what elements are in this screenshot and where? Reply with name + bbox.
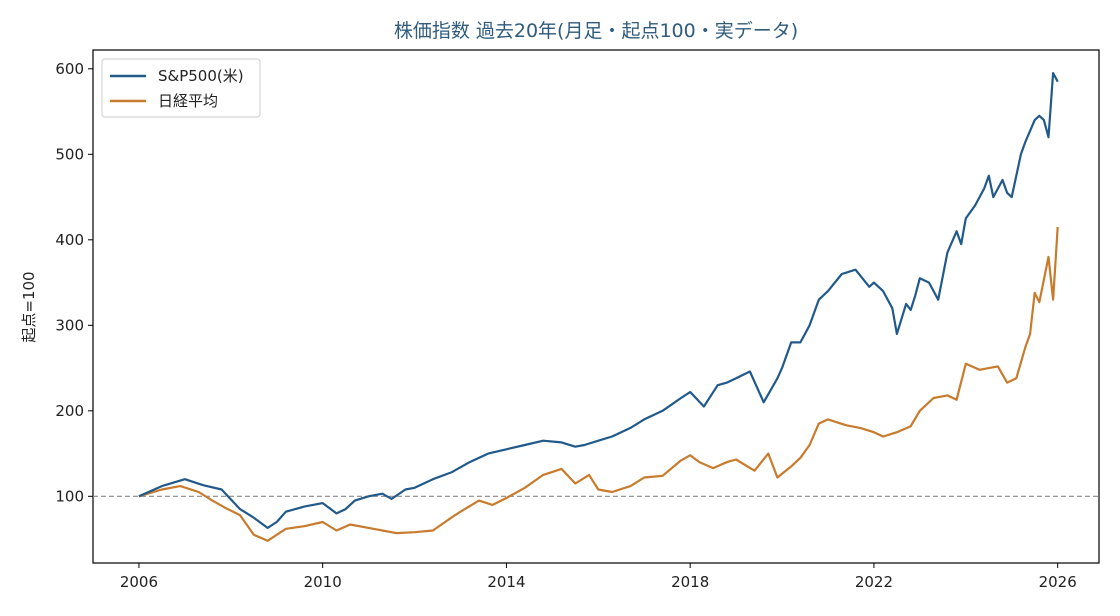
y-ticks: 100 200 300 400 500 600 <box>55 60 93 505</box>
y-tick-label: 100 <box>55 487 84 505</box>
x-tick-label: 2022 <box>855 573 893 591</box>
legend-box <box>101 58 261 118</box>
x-tick-label: 2026 <box>1039 573 1077 591</box>
series-layer <box>138 71 1059 542</box>
x-tick-label: 2014 <box>487 573 525 591</box>
y-tick-label: 600 <box>55 60 84 78</box>
y-axis-label: 起点=100 <box>20 271 38 342</box>
legend-label-nikkei: 日経平均 <box>158 92 218 110</box>
y-tick-label: 200 <box>55 402 84 420</box>
axes <box>92 49 1100 564</box>
y-tick-label: 400 <box>55 231 84 249</box>
series-line-sp500 <box>138 71 1059 530</box>
x-tick-label: 2010 <box>304 573 342 591</box>
plot-frame <box>92 49 1100 564</box>
y-tick-label: 300 <box>55 316 84 334</box>
x-tick-label: 2006 <box>120 573 158 591</box>
chart-title: 株価指数 過去20年(月足・起点100・実データ) <box>394 20 798 42</box>
legend-label-sp500: S&P500(米) <box>158 67 244 85</box>
x-ticks: 2006 2010 2014 2018 2022 2026 <box>120 563 1077 591</box>
series-line-nikkei <box>138 226 1059 542</box>
x-tick-label: 2018 <box>671 573 709 591</box>
legend: S&P500(米) 日経平均 <box>101 58 261 118</box>
y-tick-label: 500 <box>55 145 84 163</box>
